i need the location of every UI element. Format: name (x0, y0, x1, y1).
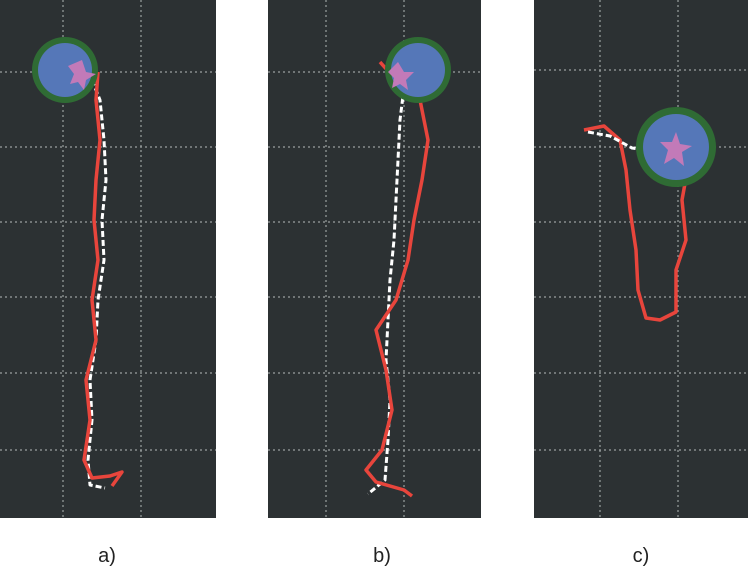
trajectory-red (583, 124, 688, 322)
panel-background (534, 0, 748, 518)
panel-label: b) (373, 545, 391, 567)
trajectory-white (367, 79, 407, 496)
panel-label: a) (98, 545, 116, 567)
panel-b (268, 0, 481, 518)
trajectory-white (587, 130, 661, 154)
robot (660, 132, 692, 166)
trajectory-red (364, 60, 430, 498)
robot (388, 62, 414, 90)
trajectory-red (82, 71, 124, 488)
trajectory-white (86, 79, 108, 490)
goal (38, 43, 92, 97)
grid (534, 0, 748, 518)
panel-a (0, 0, 216, 518)
panel-background (0, 0, 216, 518)
grid (0, 0, 216, 518)
panel-label: c) (633, 545, 650, 567)
robot (68, 60, 96, 90)
panel-c (534, 0, 748, 518)
